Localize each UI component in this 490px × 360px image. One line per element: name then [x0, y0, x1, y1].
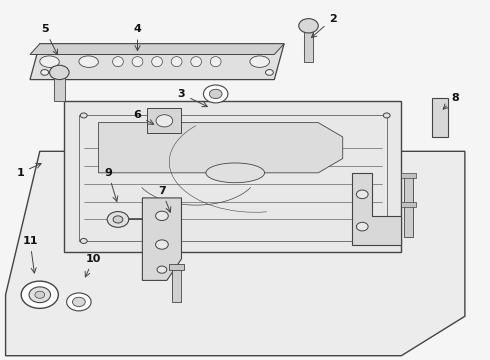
- Polygon shape: [401, 202, 416, 207]
- Text: 9: 9: [104, 168, 118, 201]
- Ellipse shape: [132, 57, 143, 67]
- Polygon shape: [169, 264, 184, 270]
- Text: 8: 8: [443, 93, 459, 109]
- Text: 7: 7: [158, 186, 171, 212]
- Ellipse shape: [191, 57, 201, 67]
- Text: 3: 3: [178, 89, 207, 107]
- Polygon shape: [30, 44, 284, 54]
- Circle shape: [156, 211, 168, 221]
- Polygon shape: [98, 123, 343, 173]
- Polygon shape: [172, 266, 181, 302]
- Circle shape: [299, 19, 318, 33]
- Circle shape: [67, 293, 91, 311]
- Polygon shape: [352, 173, 401, 244]
- Text: 1: 1: [16, 163, 41, 178]
- Text: 2: 2: [312, 14, 337, 37]
- Polygon shape: [64, 101, 401, 252]
- Circle shape: [156, 240, 168, 249]
- Polygon shape: [143, 198, 181, 280]
- Circle shape: [356, 222, 368, 231]
- Ellipse shape: [210, 57, 221, 67]
- Circle shape: [157, 266, 167, 273]
- Circle shape: [41, 69, 49, 75]
- Polygon shape: [147, 108, 181, 134]
- Ellipse shape: [113, 57, 123, 67]
- Circle shape: [29, 287, 50, 303]
- Text: 5: 5: [41, 24, 57, 55]
- Circle shape: [266, 69, 273, 75]
- Circle shape: [21, 281, 58, 309]
- Text: 10: 10: [85, 254, 101, 277]
- Circle shape: [73, 297, 85, 307]
- Circle shape: [107, 212, 129, 227]
- Polygon shape: [432, 98, 448, 137]
- Ellipse shape: [152, 57, 162, 67]
- Circle shape: [80, 238, 87, 243]
- Polygon shape: [404, 176, 413, 209]
- Text: 6: 6: [134, 111, 154, 124]
- Polygon shape: [54, 72, 65, 101]
- Ellipse shape: [250, 56, 270, 67]
- Circle shape: [49, 65, 69, 80]
- Polygon shape: [304, 26, 313, 62]
- Text: 4: 4: [134, 24, 142, 51]
- Polygon shape: [404, 205, 413, 237]
- Ellipse shape: [171, 57, 182, 67]
- Ellipse shape: [206, 163, 265, 183]
- Circle shape: [156, 115, 172, 127]
- Circle shape: [356, 190, 368, 199]
- Circle shape: [35, 291, 45, 298]
- Circle shape: [383, 238, 390, 243]
- Circle shape: [209, 89, 222, 99]
- Text: 11: 11: [22, 236, 38, 273]
- Polygon shape: [401, 173, 416, 178]
- Polygon shape: [5, 151, 465, 356]
- Circle shape: [383, 113, 390, 118]
- Circle shape: [113, 216, 123, 223]
- Circle shape: [203, 85, 228, 103]
- Ellipse shape: [40, 56, 59, 67]
- Circle shape: [80, 113, 87, 118]
- Ellipse shape: [79, 56, 98, 67]
- Polygon shape: [30, 44, 284, 80]
